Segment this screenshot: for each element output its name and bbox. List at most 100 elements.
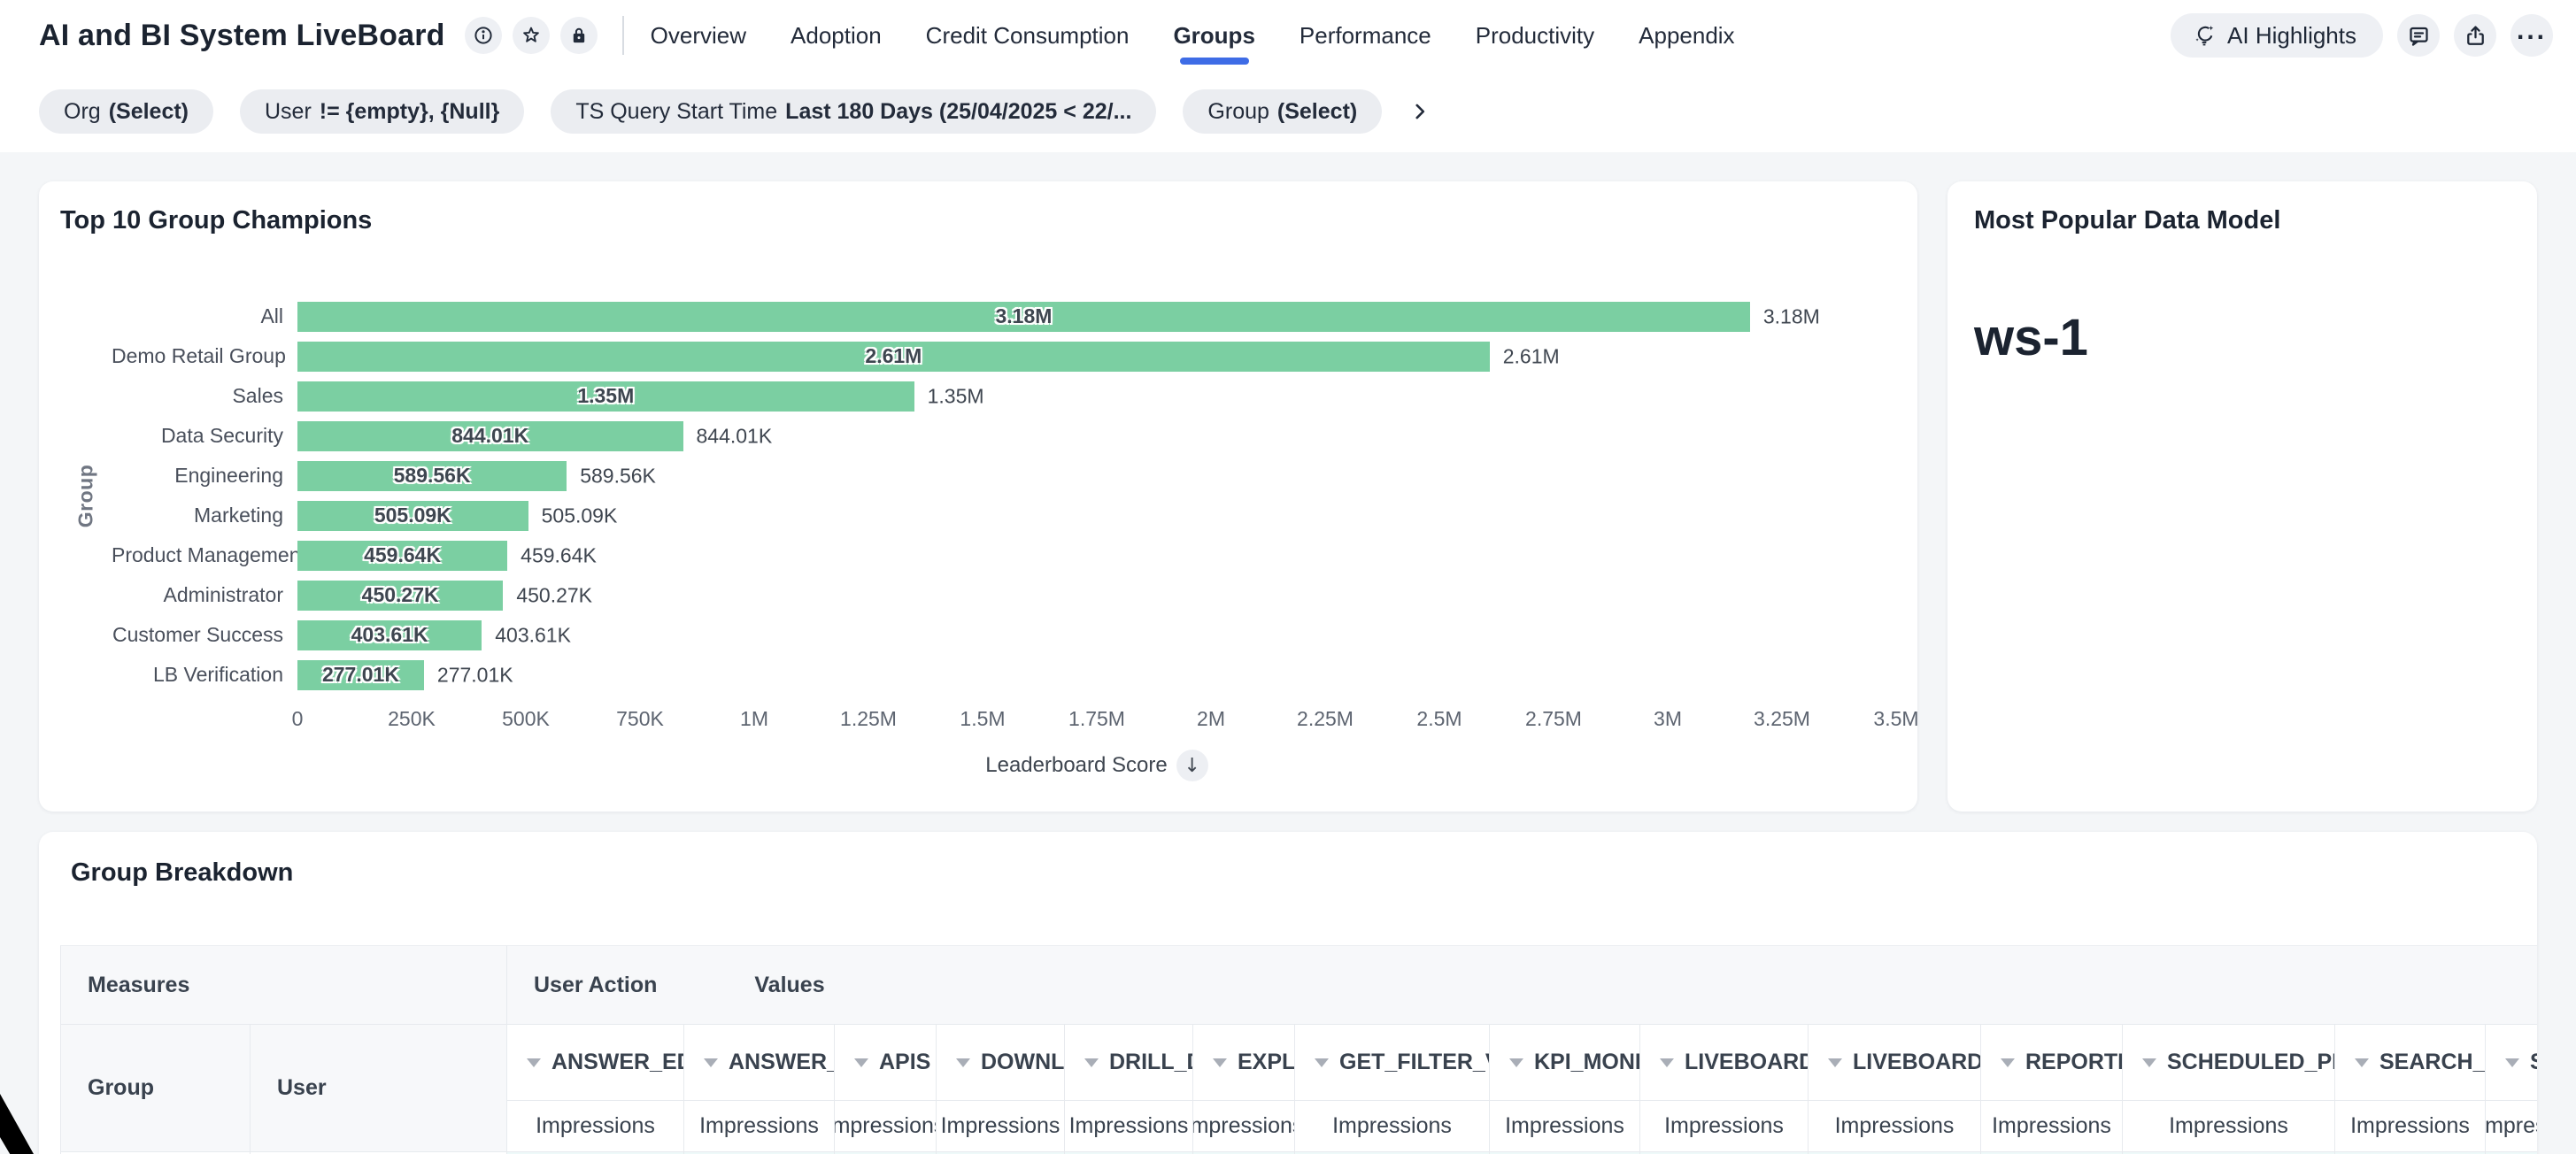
star-icon[interactable] — [513, 17, 550, 54]
share-icon[interactable] — [2454, 14, 2496, 57]
bar[interactable]: 3.18M — [297, 302, 1750, 332]
ai-highlights-button[interactable]: AI Highlights — [2171, 13, 2383, 58]
column-filter-triangle-icon[interactable] — [2001, 1058, 2015, 1067]
tab-productivity[interactable]: Productivity — [1476, 0, 1594, 71]
measure-header-impressions[interactable]: Impressions — [2486, 1101, 2537, 1152]
top-groups-chart-card: Top 10 Group Champions Group All3.18M3.1… — [39, 181, 1917, 812]
x-axis-title[interactable]: Leaderboard Score ↓ — [297, 750, 1896, 781]
column-header-kpi_monitor[interactable]: KPI_MONITOR — [1490, 1025, 1640, 1101]
bar-value-label: 589.56K — [394, 464, 471, 488]
column-header-get_filter_values[interactable]: GET_FILTER_VALUES — [1295, 1025, 1490, 1101]
tab-credit-consumption[interactable]: Credit Consumption — [926, 0, 1130, 71]
column-filter-triangle-icon[interactable] — [527, 1058, 541, 1067]
filter-overflow-chevron-icon[interactable] — [1408, 100, 1431, 123]
column-filter-triangle-icon[interactable] — [854, 1058, 868, 1067]
bar[interactable]: 1.35M — [297, 381, 914, 412]
column-header-answer_view[interactable]: ANSWER_VIEW — [684, 1025, 835, 1101]
bar-row: Marketing505.09K505.09K — [112, 496, 1896, 535]
sort-descending-icon[interactable]: ↓ — [1176, 750, 1208, 781]
column-header-explore[interactable]: EXPLORE — [1193, 1025, 1295, 1101]
bar[interactable]: 450.27K — [297, 581, 503, 611]
model-card-value: ws-1 — [1974, 308, 2510, 367]
row-dimension-user[interactable]: User — [251, 1025, 507, 1152]
column-group-header: User ActionValues — [507, 945, 2537, 1025]
column-header-download[interactable]: DOWNLOAD — [937, 1025, 1065, 1101]
bar-row: Administrator450.27K450.27K — [112, 575, 1896, 615]
measure-header-impressions[interactable]: Impressions — [2335, 1101, 2486, 1152]
bar-value-label: 2.61M — [865, 344, 922, 368]
bar[interactable]: 403.61K — [297, 620, 482, 650]
column-filter-triangle-icon[interactable] — [1660, 1058, 1674, 1067]
measure-header-impressions[interactable]: Impressions — [1065, 1101, 1193, 1152]
tab-performance[interactable]: Performance — [1300, 0, 1431, 71]
x-tick-label: 2.5M — [1416, 707, 1462, 731]
category-label: Marketing — [112, 504, 297, 527]
bar[interactable]: 844.01K — [297, 421, 683, 451]
bar-outside-label: 505.09K — [542, 504, 618, 527]
bar-outside-label: 2.61M — [1503, 344, 1560, 368]
measure-header-impressions[interactable]: Impressions — [835, 1101, 937, 1152]
column-header-liveboard_view[interactable]: LIVEBOARD_VIEW — [1809, 1025, 1981, 1101]
filter-chip-ts-query-start-time[interactable]: TS Query Start TimeLast 180 Days (25/04/… — [551, 89, 1156, 134]
measure-header-impressions[interactable]: Impressions — [1809, 1101, 1981, 1152]
measure-header-impressions[interactable]: Impressions — [1490, 1101, 1640, 1152]
column-header-search_data[interactable]: SEARCH_DATA — [2335, 1025, 2486, 1101]
measure-header-impressions[interactable]: Impressions — [1295, 1101, 1490, 1152]
bar[interactable]: 2.61M — [297, 342, 1490, 372]
column-header-drill_down[interactable]: DRILL_DOWN — [1065, 1025, 1193, 1101]
measure-header-impressions[interactable]: Impressions — [937, 1101, 1065, 1152]
column-filter-triangle-icon[interactable] — [1315, 1058, 1329, 1067]
column-header-label: GET_FILTER_VALUES — [1339, 1050, 1490, 1075]
column-filter-triangle-icon[interactable] — [2505, 1058, 2519, 1067]
column-filter-triangle-icon[interactable] — [956, 1058, 970, 1067]
comment-icon[interactable] — [2397, 14, 2440, 57]
column-header-apis[interactable]: APIS — [835, 1025, 937, 1101]
filter-chip-org[interactable]: Org(Select) — [39, 89, 213, 134]
column-header-label: EXPLORE — [1238, 1050, 1295, 1075]
measure-header-impressions[interactable]: Impressions — [507, 1101, 684, 1152]
column-header-spo[interactable]: SPO — [2486, 1025, 2537, 1101]
category-label: Demo Retail Group — [112, 344, 297, 368]
column-filter-triangle-icon[interactable] — [1213, 1058, 1227, 1067]
bar-row: Engineering589.56K589.56K — [112, 456, 1896, 496]
measure-header-impressions[interactable]: Impressions — [1640, 1101, 1809, 1152]
filter-chip-user[interactable]: User!= {empty}, {Null} — [240, 89, 524, 134]
row-dimension-group[interactable]: Group — [60, 1025, 251, 1152]
bar[interactable]: 277.01K — [297, 660, 424, 690]
tab-groups[interactable]: Groups — [1173, 0, 1254, 71]
page-title: AI and BI System LiveBoard — [39, 19, 445, 53]
measure-header-impressions[interactable]: Impressions — [1981, 1101, 2123, 1152]
column-filter-triangle-icon[interactable] — [2142, 1058, 2156, 1067]
tab-overview[interactable]: Overview — [651, 0, 746, 71]
bar-row: Sales1.35M1.35M — [112, 376, 1896, 416]
bar[interactable]: 505.09K — [297, 501, 528, 531]
bar-row: LB Verification277.01K277.01K — [112, 655, 1896, 695]
column-filter-triangle-icon[interactable] — [1509, 1058, 1523, 1067]
column-header-liveboard_edit[interactable]: LIVEBOARD_EDIT — [1640, 1025, 1809, 1101]
bar-outside-label: 459.64K — [521, 543, 597, 567]
info-icon[interactable] — [465, 17, 502, 54]
ai-sparkle-icon — [2192, 23, 2217, 48]
column-header-label: DRILL_DOWN — [1109, 1050, 1193, 1075]
more-options-icon[interactable]: ... — [2510, 14, 2553, 57]
column-filter-triangle-icon[interactable] — [1828, 1058, 1842, 1067]
column-header-reportbook[interactable]: REPORTBOOK — [1981, 1025, 2123, 1101]
measure-header-impressions[interactable]: Impressions — [684, 1101, 835, 1152]
filter-chip-group[interactable]: Group(Select) — [1183, 89, 1382, 134]
category-label: LB Verification — [112, 663, 297, 687]
lock-icon[interactable] — [560, 17, 598, 54]
tab-appendix[interactable]: Appendix — [1639, 0, 1734, 71]
column-filter-triangle-icon[interactable] — [1084, 1058, 1099, 1067]
column-header-label: LIVEBOARD_VIEW — [1853, 1050, 1981, 1075]
column-filter-triangle-icon[interactable] — [704, 1058, 718, 1067]
bar[interactable]: 459.64K — [297, 541, 507, 571]
bar[interactable]: 589.56K — [297, 461, 567, 491]
column-header-answer_edit[interactable]: ANSWER_EDIT — [507, 1025, 684, 1101]
bar-row: All3.18M3.18M — [112, 296, 1896, 336]
tab-adoption[interactable]: Adoption — [791, 0, 882, 71]
measure-header-impressions[interactable]: Impressions — [2123, 1101, 2335, 1152]
column-header-scheduled_pinboards[interactable]: SCHEDULED_PINBOARDS — [2123, 1025, 2335, 1101]
measures-header: Measures — [60, 945, 507, 1025]
column-filter-triangle-icon[interactable] — [2355, 1058, 2369, 1067]
measure-header-impressions[interactable]: Impressions — [1193, 1101, 1295, 1152]
